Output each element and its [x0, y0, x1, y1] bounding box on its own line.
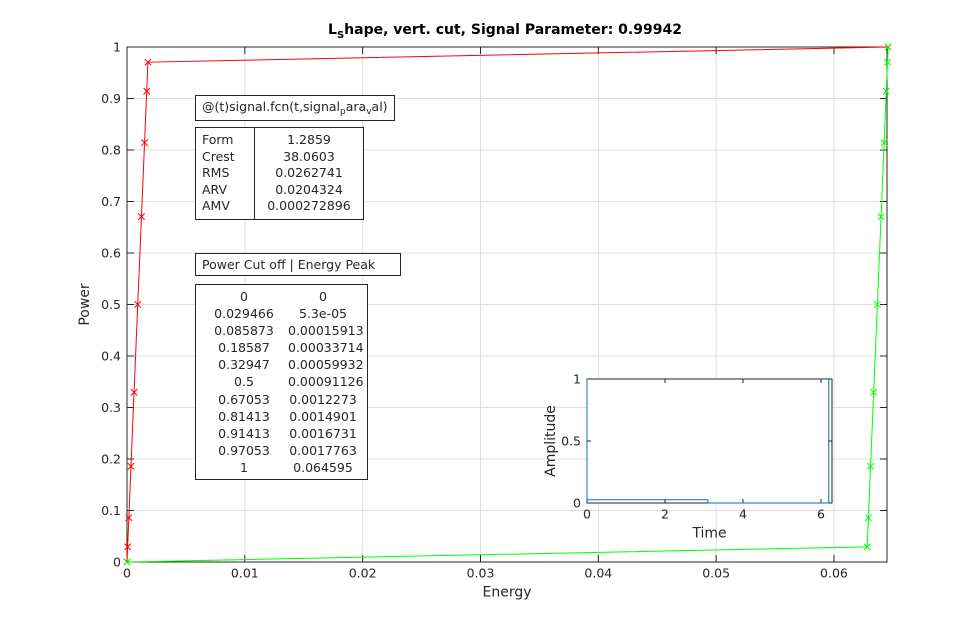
x-axis-label: Time: [691, 526, 726, 542]
x-tick-label: 6: [817, 507, 825, 522]
y-tick-label: 0.4: [101, 348, 121, 363]
series-2-point: [877, 213, 885, 221]
table-row: 0.085873 0.00015913: [214, 323, 364, 339]
series-2-point: [882, 87, 890, 95]
series-line-1: [586, 379, 830, 504]
x-tick-label: 0.02: [349, 566, 377, 581]
x-tick-label: 0.05: [702, 566, 730, 581]
series-1-point: [130, 388, 138, 396]
series-1-point: [141, 139, 149, 147]
stats-table: Form Crest RMS ARV AMV 1.2859 38.0603 0.…: [195, 127, 364, 220]
y-tick-label: 1: [113, 39, 121, 54]
function-label: @(t)signal.fcn(t,signalparaval): [195, 95, 395, 121]
table-row: 0.029466 5.3e-05: [214, 306, 347, 322]
series-2-point: [880, 139, 888, 147]
table-row: 0.67053 0.0012273: [218, 391, 357, 407]
y-tick-label: 0.6: [101, 245, 121, 260]
table-row: 0.5 0.00091126: [234, 374, 364, 390]
x-axis-label: Energy: [482, 585, 531, 601]
series-2-point: [867, 462, 875, 470]
table-row: 0.97053 0.0017763: [218, 442, 357, 458]
stats-value: 1.2859: [287, 132, 331, 147]
x-tick-label: 0: [583, 507, 591, 522]
series-1-point: [134, 300, 142, 309]
stats-name: Form: [202, 132, 234, 147]
y-tick-label: 0.7: [101, 194, 121, 209]
y-tick-label: 0.5: [561, 433, 581, 448]
y-tick-label: 0: [573, 495, 581, 510]
stats-value: 38.0603: [283, 148, 335, 164]
table-row: 1 0.064595: [240, 459, 353, 475]
table-title: Power Cut off | Energy Peak: [195, 253, 401, 276]
stats-values-column: 1.2859 38.0603 0.0262741 0.0204324 0.000…: [255, 128, 363, 219]
y-tick-label: 0: [113, 554, 121, 569]
y-tick-label: 0.3: [101, 400, 121, 415]
x-tick-label: 0.03: [467, 566, 495, 581]
y-axis-label: Amplitude: [543, 405, 559, 477]
series-2-point: [884, 43, 892, 51]
x-tick-label: 0.06: [820, 566, 848, 581]
x-tick-label: 4: [739, 507, 747, 522]
stats-name: RMS: [202, 165, 230, 181]
series-1-point: [125, 514, 133, 522]
table-row: 0.91413 0.0016731: [218, 425, 357, 441]
y-tick-label: 0.1: [101, 503, 121, 518]
series-2-point: [883, 58, 892, 66]
series-2-point: [123, 558, 131, 566]
stats-name: AMV: [202, 198, 230, 214]
table-row: 0.18587 0.00033714: [218, 340, 364, 356]
y-tick-label: 1: [573, 371, 581, 386]
chart-title: LShape, vert. cut, Signal Parameter: 0.9…: [328, 22, 682, 41]
x-tick-label: 2: [661, 507, 669, 522]
series-1-point: [127, 462, 135, 470]
x-tick-label: 0: [123, 566, 131, 581]
stats-names-column: Form Crest RMS ARV AMV: [196, 128, 255, 219]
y-axis-label: Power: [77, 283, 93, 326]
stats-name: ARV: [202, 181, 228, 197]
y-tick-label: 0.5: [101, 297, 121, 312]
series-2-point: [873, 300, 881, 309]
series-2-point: [864, 514, 872, 522]
y-tick-label: 0.2: [101, 451, 121, 466]
series-1-point: [124, 543, 132, 551]
stats-value: 0.0262741: [275, 165, 343, 181]
series-1-point: [137, 213, 146, 221]
x-tick-label: 0.01: [231, 566, 259, 581]
stats-value: 0.0204324: [275, 181, 343, 197]
series-1-point: [144, 58, 152, 66]
table-row: 0.32947 0.00059932: [218, 357, 364, 373]
x-tick-label: 0.04: [584, 566, 612, 581]
series-1-point: [143, 87, 151, 95]
inset-plot: 0 2 4 6 0 0.5 1 Time Amplitude: [543, 371, 833, 542]
plot-area: [587, 379, 832, 503]
series-2-point: [863, 543, 871, 551]
y-tick-label: 0.8: [101, 142, 121, 157]
series-2-point: [870, 388, 878, 396]
stats-name: Crest: [202, 148, 235, 164]
stats-value: 0.000272896: [267, 198, 351, 214]
y-tick-label: 0.9: [101, 91, 121, 106]
table-row: 0.81413 0.0014901: [218, 408, 357, 424]
